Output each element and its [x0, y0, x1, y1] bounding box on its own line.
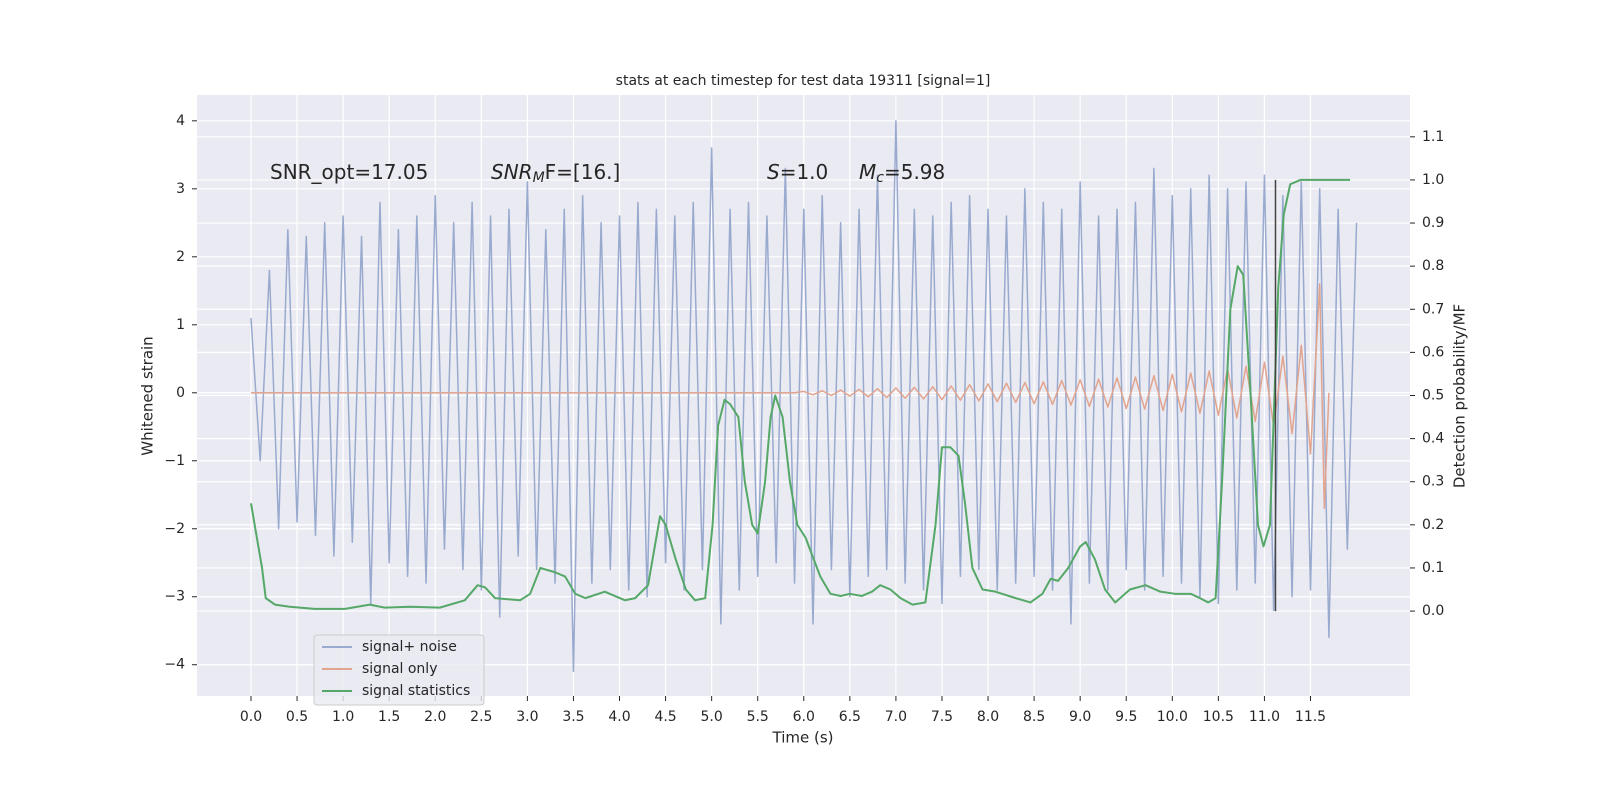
legend-label: signal+ noise — [362, 639, 457, 655]
x-tick-label: 9.0 — [1069, 709, 1091, 725]
series-line — [250, 178, 1351, 610]
x-tick-label: 4.5 — [654, 709, 676, 725]
legend-label: signal statistics — [362, 683, 470, 699]
x-tick-label: 3.5 — [562, 709, 584, 725]
y-tick-label: 0 — [176, 385, 185, 401]
y-tick-label: −1 — [164, 453, 185, 469]
x-tick-label: 10.0 — [1157, 709, 1188, 725]
annotation-value: F=[16.] — [545, 160, 621, 184]
y2-tick-label: 0.8 — [1422, 258, 1444, 274]
y-tick-label: −3 — [164, 589, 185, 605]
annotation-value: =1.0 — [780, 160, 829, 184]
y-tick-label: 4 — [176, 113, 185, 129]
y-tick-label: −4 — [164, 657, 185, 673]
y2-tick-label: 0.3 — [1422, 474, 1444, 490]
annotation-symbol: M — [859, 160, 876, 184]
y2-tick-label: 0.2 — [1422, 517, 1444, 533]
y2-tick-label: 0.6 — [1422, 344, 1444, 360]
y2-tick-label: 0.9 — [1422, 215, 1444, 231]
series-line — [250, 283, 1330, 510]
x-tick-label: 7.5 — [931, 709, 953, 725]
y2-tick-label: 0.5 — [1422, 388, 1444, 404]
annotation-subscript: M — [533, 170, 545, 186]
x-tick-label: 7.0 — [885, 709, 907, 725]
x-tick-label: 9.5 — [1115, 709, 1137, 725]
x-tick-label: 8.5 — [1023, 709, 1045, 725]
x-tick-label: 8.0 — [977, 709, 999, 725]
x-tick-label: 4.0 — [608, 709, 630, 725]
x-tick-label: 5.0 — [701, 709, 723, 725]
y2-tick-label: 0.7 — [1422, 301, 1444, 317]
y2-tick-label: 1.1 — [1422, 129, 1444, 145]
series-line — [250, 120, 1358, 673]
y-tick-label: 1 — [176, 317, 185, 333]
legend-box — [313, 634, 485, 706]
x-axis-label: Time (s) — [772, 729, 834, 747]
x-tick-label: 0.5 — [286, 709, 308, 725]
y-axis-label: Whitened strain — [139, 336, 157, 455]
y2-tick-label: 1.0 — [1422, 172, 1444, 188]
legend-label: signal only — [362, 661, 437, 677]
y2-tick-label: 0.1 — [1422, 560, 1444, 576]
annotation-text: SNR_opt=17.05 — [270, 160, 428, 184]
x-tick-label: 1.5 — [378, 709, 400, 725]
x-tick-label: 1.0 — [332, 709, 354, 725]
x-tick-label: 2.0 — [424, 709, 446, 725]
x-tick-label: 11.0 — [1249, 709, 1280, 725]
y-tick-label: 2 — [176, 249, 185, 265]
x-tick-label: 0.0 — [240, 709, 262, 725]
annotation-value: =5.98 — [884, 160, 945, 184]
chart-title: stats at each timestep for test data 193… — [616, 73, 991, 89]
annotation-subscript: c — [876, 170, 884, 186]
x-tick-label: 11.5 — [1295, 709, 1326, 725]
annotation-symbol: SNR — [491, 160, 533, 184]
annotation: SNR_opt=17.05 — [270, 160, 428, 184]
y2-tick-label: 0.4 — [1422, 431, 1444, 447]
x-tick-label: 2.5 — [470, 709, 492, 725]
y2-tick-label: 0.0 — [1422, 603, 1444, 619]
y2-axis-label: Detection probability/MF — [1451, 304, 1469, 488]
annotation-symbol: S — [767, 160, 780, 184]
annotation: Mc=5.98 — [859, 160, 945, 187]
annotation: SNRMF=[16.] — [491, 160, 620, 187]
x-tick-label: 5.5 — [747, 709, 769, 725]
x-tick-label: 6.0 — [793, 709, 815, 725]
legend: signal+ noise signal only signal statistic… — [313, 634, 485, 706]
y-tick-label: −2 — [164, 521, 185, 537]
annotation: S=1.0 — [767, 160, 828, 184]
x-tick-label: 10.5 — [1203, 709, 1234, 725]
x-tick-label: 6.5 — [839, 709, 861, 725]
y-tick-label: 3 — [176, 181, 185, 197]
x-tick-label: 3.0 — [516, 709, 538, 725]
